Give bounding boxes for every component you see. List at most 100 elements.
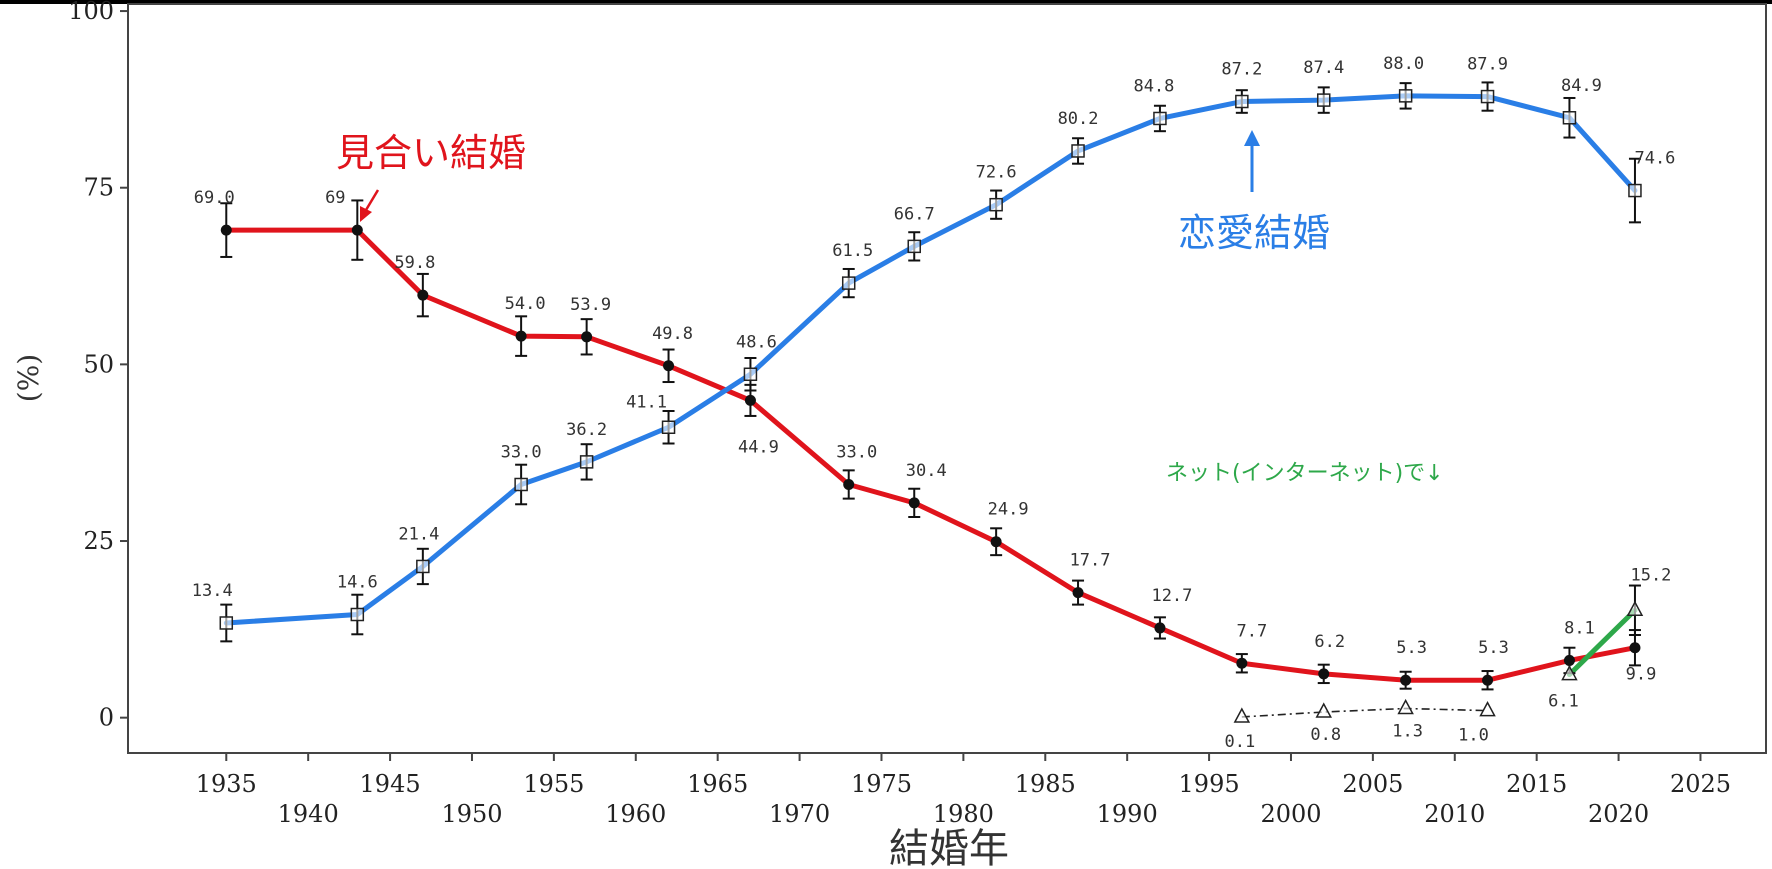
series-lines-group [223, 93, 1638, 718]
data-label: 33.0 [501, 442, 542, 462]
data-point [417, 289, 429, 301]
data-point [219, 616, 234, 630]
x-tick-label: 1995 [1179, 770, 1240, 798]
data-point [220, 224, 232, 236]
data-point [1563, 654, 1575, 666]
x-tick-label: 1965 [687, 770, 748, 798]
x-tick-label: 1940 [278, 800, 339, 828]
data-point [663, 360, 675, 372]
data-label: 54.0 [505, 294, 546, 314]
data-label: 80.2 [1058, 109, 1099, 129]
data-label: 74.6 [1634, 149, 1675, 169]
axes-group: 0 25 50 75 100 1935 1945 1955 1965 1975 1985 1995 20… [68, 0, 1731, 828]
y-axis-label: (%) [12, 354, 45, 402]
data-point [1400, 674, 1412, 686]
data-point [1397, 698, 1414, 715]
data-label: 6.2 [1314, 632, 1345, 652]
data-label: 21.4 [398, 524, 439, 544]
y-tick-label: 100 [68, 0, 114, 25]
series-line [223, 93, 1638, 626]
x-tick-label: 1950 [441, 800, 502, 828]
x-tick-label: 2005 [1342, 770, 1403, 798]
plot-frame [127, 3, 1767, 754]
data-point [907, 239, 921, 254]
data-label: 1.3 [1392, 721, 1423, 741]
data-point [1626, 600, 1644, 617]
x-tick-label: 2000 [1260, 800, 1321, 828]
data-label: 84.9 [1561, 76, 1602, 96]
data-label: 13.4 [192, 581, 233, 601]
data-label: 0.1 [1224, 732, 1255, 752]
data-point [1562, 111, 1577, 125]
data-point [351, 224, 363, 236]
data-label: 69 [325, 188, 345, 208]
x-tick-label: 1985 [1015, 770, 1076, 798]
data-label: 1.0 [1458, 726, 1489, 746]
data-point [514, 477, 528, 492]
data-label: 84.8 [1133, 76, 1174, 96]
data-point [1318, 668, 1330, 680]
data-point [1398, 89, 1413, 103]
y-tick-label: 75 [83, 174, 114, 202]
data-point [1315, 702, 1332, 718]
x-tick-label: 1970 [769, 800, 830, 828]
data-point [989, 197, 1003, 212]
annotation-internet: ネット(インターネット)で↓ [1166, 461, 1444, 486]
data-point [1480, 89, 1495, 104]
data-label: 87.4 [1303, 58, 1344, 78]
data-point [579, 455, 594, 469]
data-label: 72.6 [976, 163, 1017, 183]
data-point [1482, 674, 1494, 686]
data-label: 59.8 [394, 253, 435, 273]
data-point [1072, 587, 1084, 599]
data-label: 0.8 [1310, 725, 1341, 745]
annotation-omiai: 見合い結婚 [336, 131, 526, 175]
data-label: 7.7 [1236, 621, 1267, 641]
data-point [843, 478, 855, 490]
x-tick-label: 2015 [1506, 770, 1567, 798]
data-label: 87.2 [1221, 60, 1262, 80]
data-point [581, 331, 593, 343]
data-label: 61.5 [832, 241, 873, 261]
data-point [1629, 642, 1641, 654]
y-tick-label: 50 [83, 350, 114, 378]
data-label: 30.4 [906, 461, 947, 481]
data-label: 15.2 [1630, 565, 1671, 585]
data-point [1236, 657, 1248, 669]
data-label: 14.6 [337, 573, 378, 593]
annotation-arrow-shaft [364, 189, 380, 211]
y-tick-label: 25 [83, 527, 114, 555]
data-label: 53.9 [570, 295, 611, 315]
series-points-group [219, 81, 1644, 723]
data-point [416, 559, 430, 574]
data-label: 36.2 [566, 420, 607, 440]
data-label: 66.7 [894, 204, 935, 224]
annotation-renai: 恋愛結婚 [1178, 211, 1330, 255]
data-label: 24.9 [988, 500, 1029, 520]
x-tick-label: 1980 [933, 800, 994, 828]
annotation-arrow-head [360, 206, 372, 222]
x-tick-label: 1935 [196, 770, 257, 798]
data-point [1153, 111, 1167, 126]
series-black-line [226, 229, 1636, 682]
data-point [841, 276, 856, 290]
data-label: 17.7 [1070, 551, 1111, 571]
y-tick-label: 0 [99, 704, 114, 732]
data-point [744, 394, 756, 406]
data-point [1154, 622, 1166, 634]
data-label: 8.1 [1564, 618, 1595, 638]
data-point [1628, 183, 1642, 198]
data-point [990, 536, 1002, 548]
data-label: 49.8 [652, 324, 693, 344]
data-point [1561, 664, 1578, 681]
internet-dashdot-line [1241, 707, 1488, 718]
x-tick-label: 1945 [360, 770, 421, 798]
x-tick-label: 1960 [605, 800, 666, 828]
x-tick-label: 2025 [1670, 770, 1731, 798]
data-label: 5.3 [1478, 638, 1509, 658]
top-edge-bar [0, 0, 1772, 4]
data-point [1316, 93, 1331, 107]
